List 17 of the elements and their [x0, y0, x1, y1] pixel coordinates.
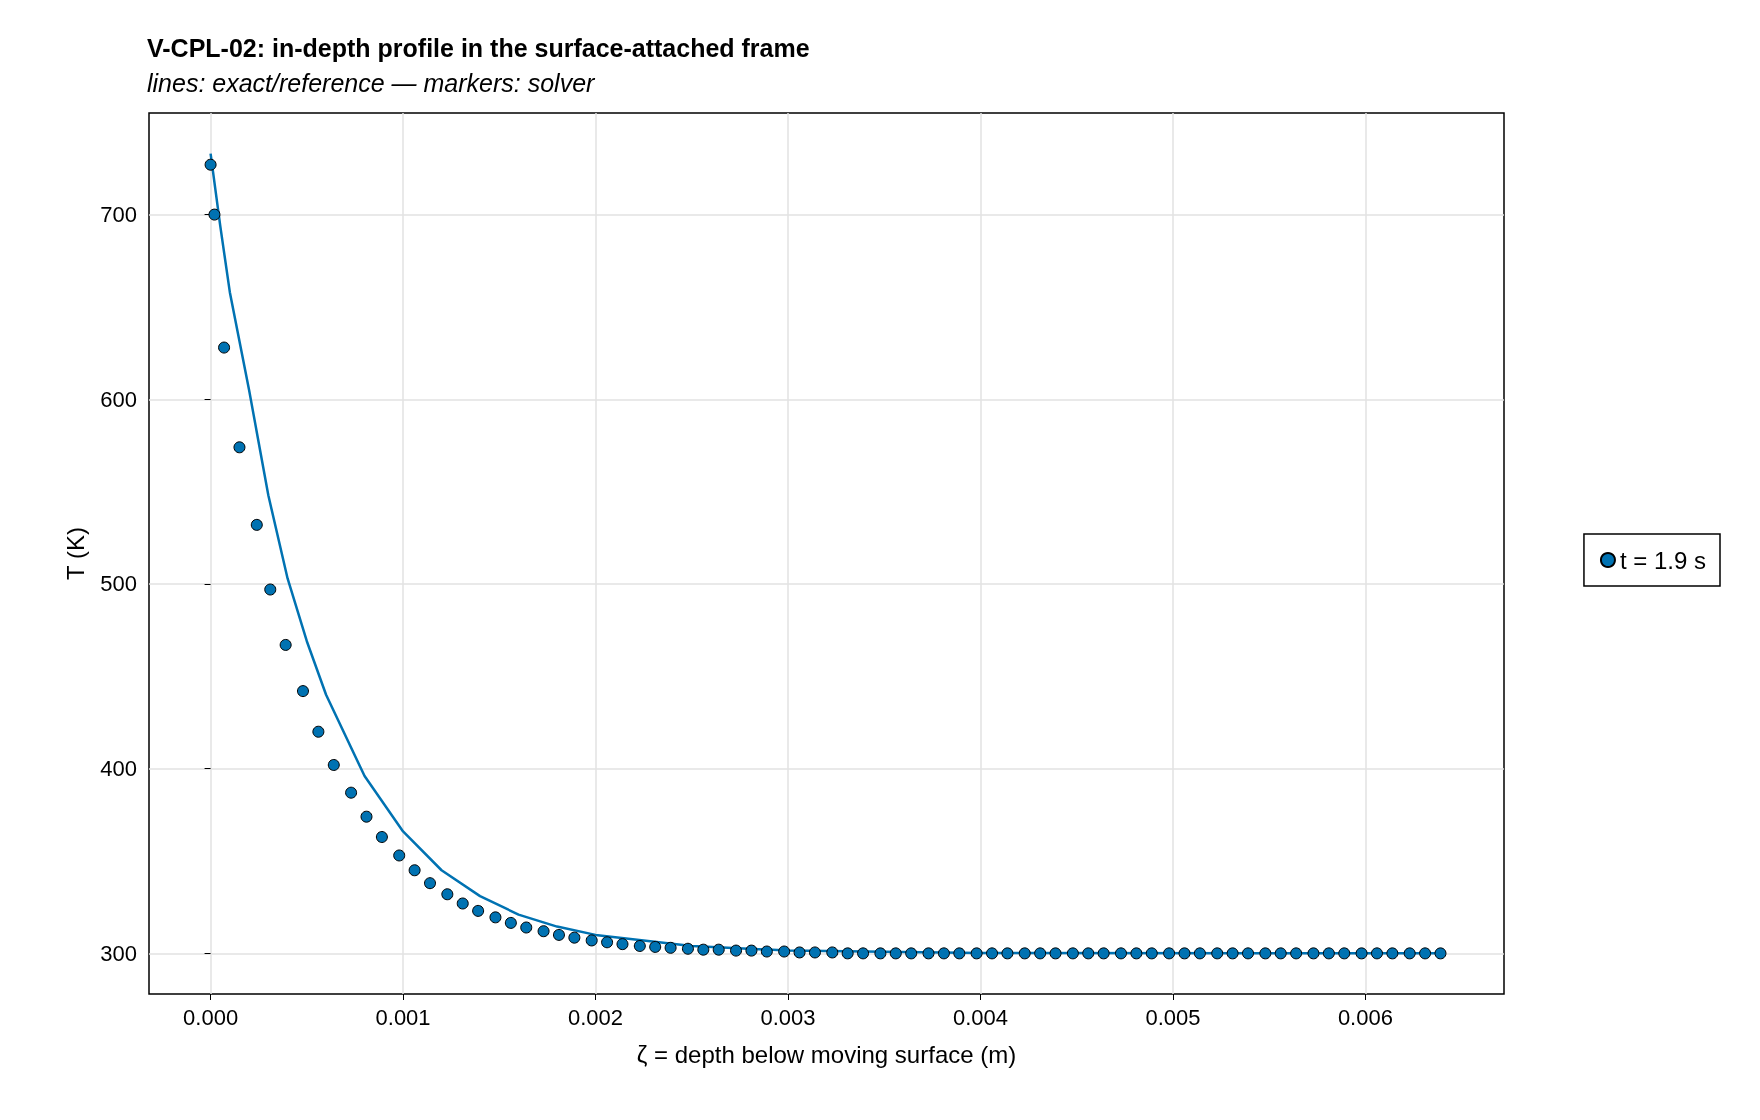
x-tick-label: 0.001 [375, 1004, 431, 1030]
chart-subtitle: lines: exact/reference — markers: solver [147, 68, 597, 97]
x-tick-label: 0.005 [1145, 1004, 1201, 1030]
legend-label: t = 1.9 s [1619, 546, 1707, 574]
y-tick-label: 500 [100, 571, 137, 597]
x-tick-label: 0.000 [183, 1004, 239, 1030]
y-tick-label: 300 [100, 940, 137, 966]
x-tick-label: 0.002 [568, 1004, 624, 1030]
chart-title: V-CPL-02: in-depth profile in the surface-attached frame [147, 33, 810, 62]
y-tick-label: 700 [100, 202, 137, 228]
y-tick-label: 400 [100, 756, 137, 782]
x-tick-label: 0.006 [1337, 1004, 1393, 1030]
x-tick-label: 0.003 [760, 1004, 816, 1030]
x-tick-label: 0.004 [952, 1004, 1009, 1030]
y-axis-title: T (K) [61, 527, 89, 580]
y-tick-label: 600 [100, 386, 137, 412]
x-axis-title: ζ = depth below moving surface (m) [636, 1040, 1017, 1068]
